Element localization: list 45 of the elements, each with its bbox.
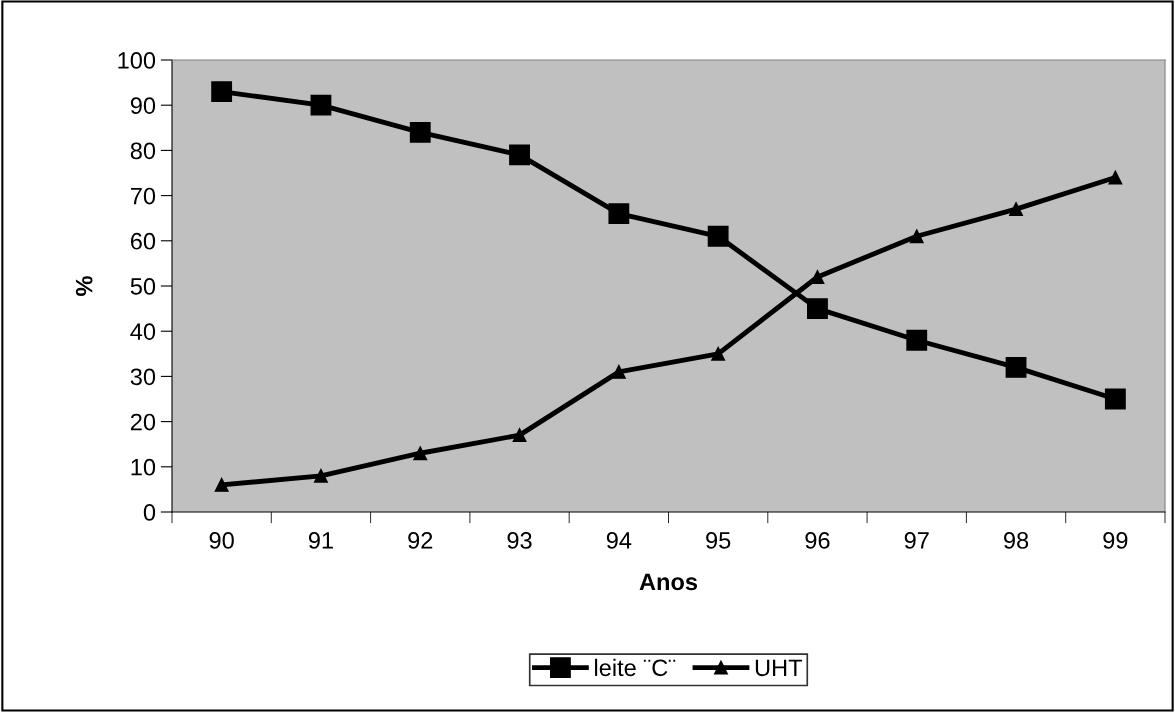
x-tick-label: 99 [1103, 532, 1128, 549]
x-tick-label: 91 [308, 532, 333, 549]
x-tick-label: 96 [805, 532, 830, 549]
point [310, 94, 332, 116]
legend-label: UHT [755, 659, 803, 677]
point [1108, 170, 1123, 185]
point [409, 121, 431, 143]
y-tick-label: 20 [130, 413, 156, 431]
point [909, 229, 924, 244]
x-tick-label: 92 [408, 532, 433, 549]
x-axis-title: Anos [639, 573, 698, 591]
y-tick-label: 100 [118, 52, 156, 69]
y-tick-label: 70 [130, 187, 156, 205]
point [413, 446, 428, 461]
point [611, 364, 626, 379]
y-tick-label: 40 [130, 323, 156, 340]
y-tick-label: 0 [143, 504, 156, 521]
y-tick-label: 50 [130, 278, 156, 295]
point [807, 298, 828, 320]
y-tick-label: 30 [130, 368, 156, 386]
point [906, 329, 928, 351]
point [509, 144, 530, 166]
x-tick-label: 98 [1004, 532, 1029, 549]
point [608, 203, 630, 225]
point [707, 225, 729, 247]
legend-label: leite ¨C¨ [595, 658, 676, 677]
y-tick-label: 60 [130, 232, 156, 250]
y-axis-title: % [75, 276, 93, 296]
x-tick-label: 95 [706, 532, 731, 549]
y-tick-label: 10 [131, 458, 156, 476]
x-tick-label: 90 [209, 532, 234, 549]
point [314, 468, 328, 483]
point [512, 428, 527, 443]
point [211, 81, 233, 103]
x-tick-label: 94 [606, 532, 632, 549]
point [1005, 356, 1027, 378]
point [711, 346, 726, 361]
y-tick-label: 80 [130, 142, 156, 160]
x-tick-label: 93 [507, 532, 532, 549]
x-tick-label: 97 [904, 532, 929, 549]
point [1104, 388, 1126, 410]
point [1009, 202, 1023, 217]
point [214, 477, 229, 492]
point [810, 270, 825, 284]
y-tick-label: 90 [130, 97, 156, 114]
